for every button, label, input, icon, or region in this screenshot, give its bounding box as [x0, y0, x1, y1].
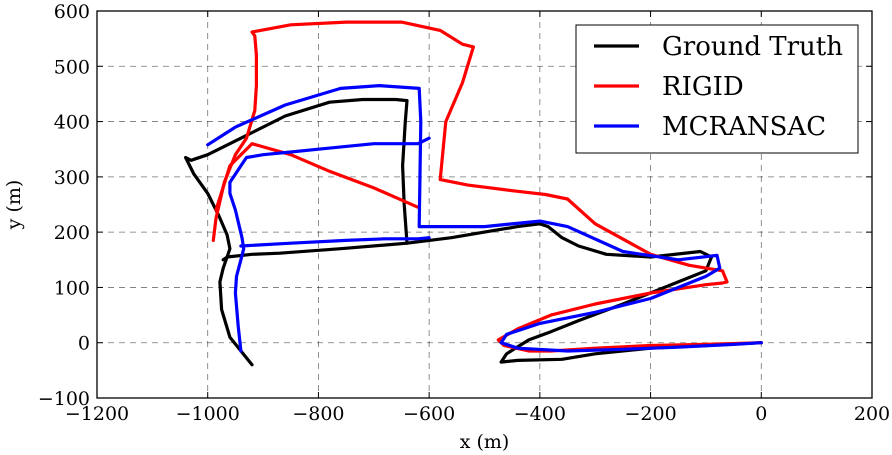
- y-tick-label: 300: [54, 167, 90, 189]
- grid: [97, 11, 872, 398]
- x-tick-label: −1200: [65, 403, 129, 425]
- legend-label-rigid: RIGID: [662, 72, 744, 102]
- series-lines: [184, 20, 763, 367]
- x-tick-label: 200: [854, 403, 890, 425]
- x-tick-label: 0: [755, 403, 767, 425]
- plot-frame: [96, 10, 873, 399]
- x-tick-label: −1000: [176, 403, 240, 425]
- series-line-rigid: [211, 20, 763, 353]
- series-line-ground-truth-part2: [184, 97, 409, 262]
- series-line-mcransac-part2: [239, 236, 431, 248]
- y-tick-label: 100: [54, 277, 90, 299]
- x-tick-label: −800: [292, 403, 344, 425]
- y-axis-label: y (m): [3, 180, 25, 231]
- tick-labels: −1200 −1000 −800 −600 −400 −200 0 200−100010020…: [38, 1, 890, 425]
- y-tick-label: −100: [38, 388, 90, 410]
- series-line-rigid-part2: [214, 142, 420, 212]
- legend-label-mcransac: MCRANSAC: [662, 112, 826, 142]
- y-tick-label: 500: [54, 56, 90, 78]
- legend: Ground Truth RIGID MCRANSAC: [575, 24, 859, 154]
- x-tick-label: −200: [624, 403, 676, 425]
- y-tick-label: 200: [54, 222, 90, 244]
- series-line-mcransac: [228, 136, 431, 353]
- x-tick-label: −600: [403, 403, 455, 425]
- y-tick-label: 0: [78, 333, 90, 355]
- x-axis-label: x (m): [460, 431, 510, 453]
- y-tick-label: 400: [54, 112, 90, 134]
- axis-ticks: [96, 10, 873, 399]
- legend-label-ground-truth: Ground Truth: [662, 32, 843, 62]
- x-tick-label: −400: [514, 403, 566, 425]
- series-line-mcransac-part3: [206, 83, 763, 353]
- y-tick-label: 600: [54, 1, 90, 23]
